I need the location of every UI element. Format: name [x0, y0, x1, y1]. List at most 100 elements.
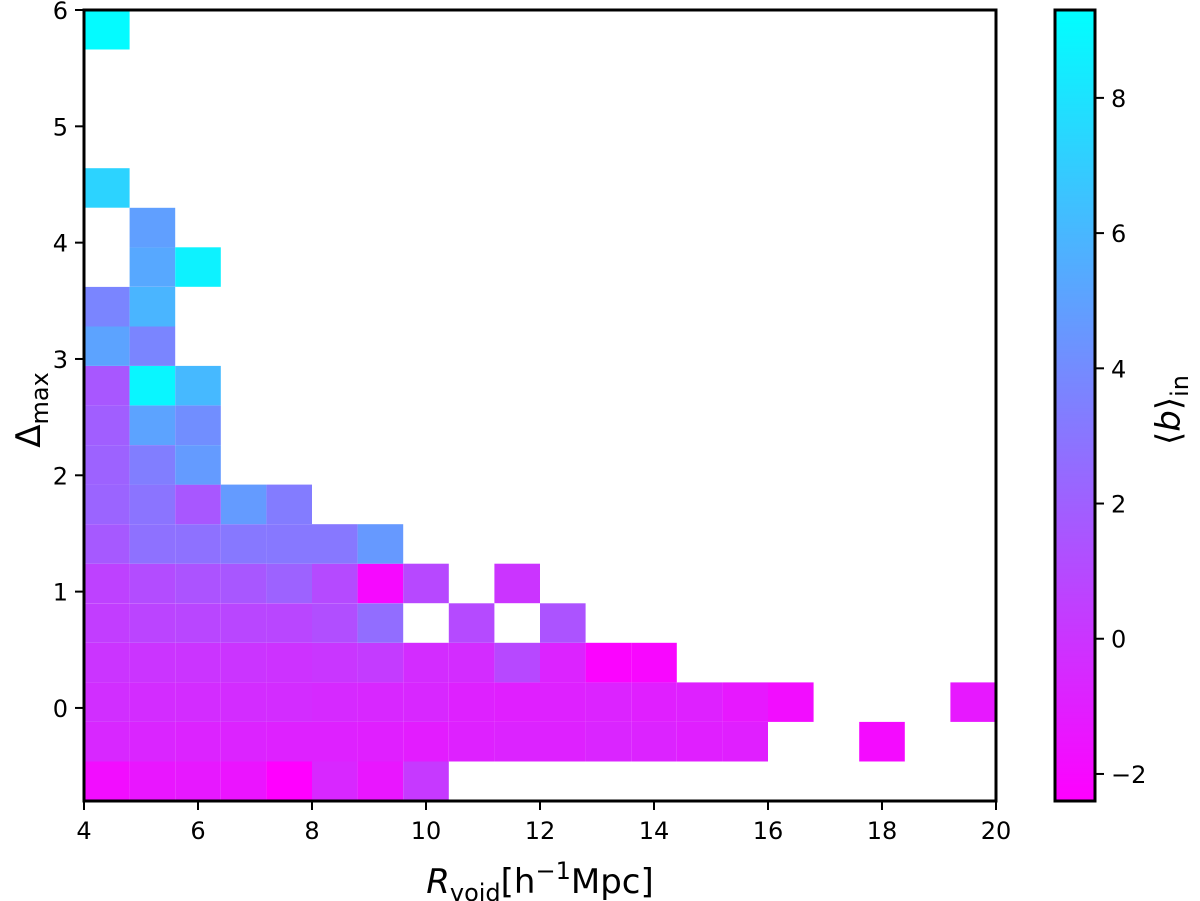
heatmap-cell — [266, 642, 312, 683]
heatmap-cell — [722, 721, 768, 762]
heatmap-cell — [84, 603, 130, 643]
y-axis-ticks: 0 1 2 3 4 5 6 — [53, 0, 84, 723]
heatmap-cell — [540, 721, 586, 762]
colorbar-tick-label: 4 — [1111, 355, 1126, 383]
heatmap-cell — [266, 682, 312, 722]
heatmap-cell — [403, 563, 449, 604]
heatmap-cell — [129, 445, 176, 485]
heatmap-cell — [129, 405, 176, 445]
x-tick-label: 6 — [190, 817, 205, 845]
heatmap-cell — [220, 642, 267, 683]
heatmap-cell — [129, 286, 176, 327]
heatmap-cell — [312, 682, 358, 722]
heatmap-cell — [448, 603, 495, 643]
heatmap-cell — [448, 642, 495, 683]
heatmap-cell — [312, 524, 358, 564]
heatmap-cell — [220, 563, 267, 604]
x-tick-label: 20 — [981, 817, 1012, 845]
heatmap-cell — [859, 721, 905, 762]
heatmap-cell — [585, 721, 632, 762]
heatmap-cell — [175, 524, 221, 564]
heatmap-cell — [84, 10, 130, 50]
colorbar-tick-label: 2 — [1111, 491, 1126, 519]
heatmap-cell — [494, 642, 540, 683]
heatmap-cell — [84, 445, 130, 485]
colorbar — [1053, 8, 1097, 803]
heatmap-cell — [129, 761, 176, 801]
heatmap-cell — [494, 563, 540, 604]
heatmap-cell — [129, 524, 176, 564]
heatmap-cell — [220, 721, 267, 762]
heatmap-cell — [631, 682, 677, 722]
heatmap-cell — [84, 405, 130, 445]
heatmap-cell — [266, 563, 312, 604]
x-axis-label: Rvoid[h−1Mpc] — [426, 857, 654, 901]
heatmap-cell — [175, 563, 221, 604]
heatmap-cell — [129, 484, 176, 525]
heatmap-cell — [357, 682, 404, 722]
heatmap-cell — [631, 721, 677, 762]
heatmap-cell — [175, 247, 221, 287]
heatmap-cell — [175, 445, 221, 485]
heatmap-cell — [312, 761, 358, 801]
heatmap-cell — [722, 682, 768, 722]
heatmap-cell — [129, 721, 176, 762]
heatmap-cell — [220, 524, 267, 564]
heatmap-cell — [84, 642, 130, 683]
heatmap-cell — [175, 484, 221, 525]
heatmap-cell — [312, 721, 358, 762]
heatmap-cell — [220, 761, 267, 801]
heatmap-cell — [220, 603, 267, 643]
heatmap-cell — [266, 761, 312, 801]
heatmap-cell — [585, 642, 632, 683]
heatmap-cell — [357, 524, 404, 564]
x-tick-label: 16 — [753, 817, 784, 845]
heatmap-cell — [312, 603, 358, 643]
heatmap-cell — [175, 721, 221, 762]
heatmap-cell — [129, 642, 176, 683]
heatmap-cell — [266, 484, 312, 525]
heatmap-cell — [403, 761, 449, 801]
heatmap-cell — [494, 721, 540, 762]
heatmap-cell — [175, 365, 221, 406]
y-tick-label: 1 — [53, 579, 68, 607]
x-tick-label: 10 — [411, 817, 442, 845]
heatmap-cell — [448, 721, 495, 762]
heatmap-cell — [129, 563, 176, 604]
x-tick-label: 8 — [304, 817, 319, 845]
heatmap-cell — [357, 721, 404, 762]
heatmap-cell — [84, 563, 130, 604]
heatmap-cell — [129, 207, 176, 248]
colorbar-tick-label: 0 — [1111, 626, 1126, 654]
heatmap-cells — [84, 10, 996, 801]
x-tick-label: 18 — [867, 817, 898, 845]
heatmap-cell — [266, 721, 312, 762]
heatmap-cell — [357, 761, 404, 801]
heatmap-cell — [540, 682, 586, 722]
heatmap-cell — [540, 642, 586, 683]
heatmap-cell — [84, 168, 130, 208]
y-axis-label: Δmax — [9, 372, 54, 448]
heatmap-cell — [540, 603, 586, 643]
heatmap-cell — [175, 603, 221, 643]
x-axis-ticks: 4 6 8 10 12 14 16 18 20 — [76, 801, 1011, 845]
heatmap-cell — [129, 247, 176, 287]
heatmap-cell — [129, 365, 176, 406]
heatmap-cell — [357, 603, 404, 643]
heatmap-cell — [950, 682, 996, 722]
heatmap-cell — [403, 642, 449, 683]
colorbar-tick-label: 6 — [1111, 220, 1126, 248]
heatmap-cell — [84, 326, 130, 366]
y-tick-label: 0 — [53, 695, 68, 723]
colorbar-tick-label: 8 — [1111, 85, 1126, 113]
heatmap-cell — [175, 682, 221, 722]
y-tick-label: 2 — [53, 462, 68, 490]
heatmap-cell — [494, 682, 540, 722]
heatmap-cell — [266, 524, 312, 564]
y-tick-label: 6 — [53, 0, 68, 25]
heatmap-cell — [312, 642, 358, 683]
heatmap-cell — [84, 286, 130, 327]
heatmap-cell — [676, 682, 723, 722]
heatmap-cell — [129, 326, 176, 366]
heatmap-cell — [84, 761, 130, 801]
